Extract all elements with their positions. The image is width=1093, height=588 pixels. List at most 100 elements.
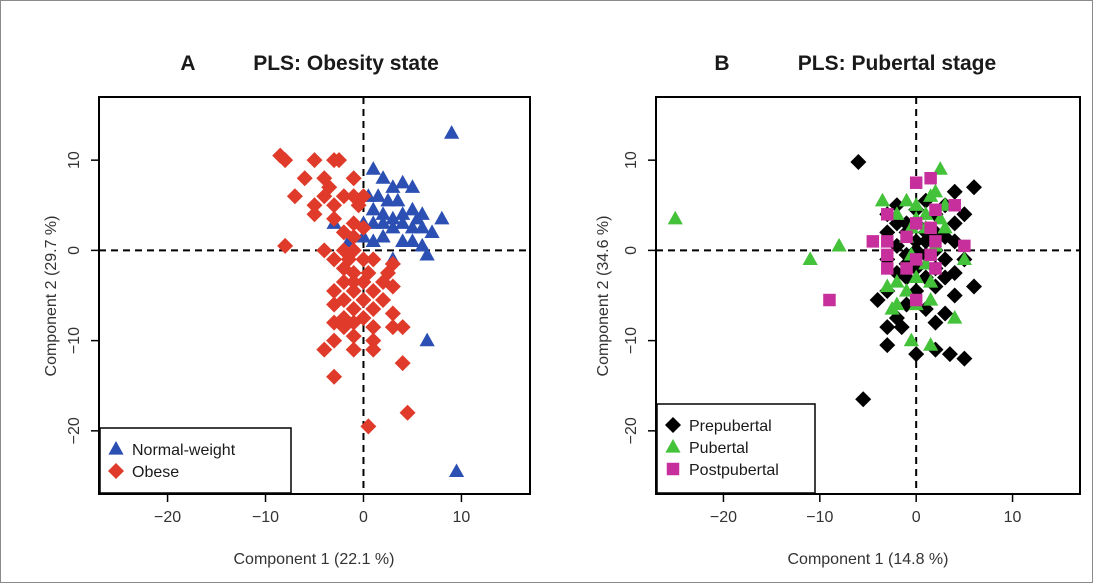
normal-weight-point — [448, 463, 465, 478]
normal-weight-point — [424, 224, 440, 238]
panel-a-points — [272, 125, 465, 478]
postpubertal-point — [929, 203, 942, 217]
y-tick-label: −10 — [66, 327, 83, 354]
obese-point — [306, 197, 323, 214]
pubertal-point — [884, 301, 900, 315]
panel-b-x-axis: −20 −10 0 10 — [710, 494, 1022, 526]
obese-point — [365, 282, 382, 299]
obese-point — [365, 301, 382, 318]
legend-label-pubertal: Pubertal — [689, 440, 749, 457]
postpubertal-point — [929, 235, 942, 248]
x-tick-label: 0 — [912, 509, 921, 526]
obese-point — [335, 273, 352, 290]
obese-point — [345, 228, 362, 245]
pubertal-point — [802, 251, 818, 266]
normal-weight-point — [375, 206, 391, 220]
obese-point — [345, 341, 362, 358]
legend-label-prepubertal: Prepubertal — [689, 418, 772, 435]
prepubertal-point — [946, 183, 963, 200]
panel-a-title: PLS: Obesity state — [253, 52, 439, 75]
postpubertal-point — [900, 262, 913, 275]
x-tick-label: −10 — [252, 509, 279, 526]
obese-point — [360, 418, 377, 435]
x-tick-label: 10 — [1004, 509, 1022, 526]
normal-weight-point — [409, 210, 425, 225]
obese-point — [326, 368, 343, 385]
obese-point — [335, 319, 352, 336]
obese-point — [326, 296, 343, 313]
postpubertal-point — [909, 176, 923, 189]
postpubertal-point — [924, 171, 937, 185]
obese-point — [326, 197, 343, 214]
prepubertal-point — [946, 215, 963, 232]
postpubertal-point — [881, 235, 894, 248]
legend-label-obese: Obese — [132, 464, 179, 481]
prepubertal-point — [937, 305, 954, 322]
legend-label-postpubertal: Postpubertal — [689, 462, 779, 479]
pubertal-point — [937, 219, 953, 234]
obese-point — [345, 301, 362, 318]
normal-weight-point — [395, 233, 411, 247]
x-tick-label: 0 — [359, 509, 368, 526]
obese-point — [306, 206, 323, 223]
pubertal-point — [923, 292, 939, 306]
panel-a-y-axis: −20 −10 0 10 — [66, 151, 99, 444]
obese-point — [394, 355, 411, 372]
x-tick-label: 10 — [453, 509, 471, 526]
normal-weight-point — [444, 125, 460, 139]
normal-weight-point — [365, 215, 381, 229]
obese-point — [335, 188, 352, 205]
pubertal-point — [927, 183, 944, 198]
pubertal-point — [831, 237, 847, 252]
normal-weight-point — [434, 210, 450, 225]
pubertal-point — [898, 192, 915, 207]
normal-weight-point — [375, 228, 391, 243]
panel-a-legend: Normal-weight Obese — [99, 427, 292, 494]
postpubertal-point — [866, 235, 880, 248]
panel-b-plot-frame — [655, 96, 1081, 495]
obese-point — [394, 319, 411, 336]
postpubertal-point — [909, 217, 923, 230]
pubertal-point — [932, 210, 948, 225]
obese-point — [365, 251, 382, 268]
prepubertal-point — [966, 179, 982, 196]
normal-weight-point — [380, 192, 396, 207]
pubertal-point — [874, 192, 891, 207]
obese-point — [384, 305, 401, 322]
pubertal-point — [667, 210, 683, 225]
postpubertal-point — [881, 208, 894, 221]
legend-marker-pubertal — [665, 439, 681, 453]
x-tick-label: −10 — [806, 509, 833, 526]
prepubertal-point — [927, 314, 944, 331]
y-tick-label: 10 — [623, 151, 640, 169]
normal-weight-point — [365, 233, 381, 247]
obese-point — [316, 242, 333, 259]
obese-point — [316, 341, 333, 358]
obese-point — [345, 273, 362, 290]
prepubertal-point — [850, 153, 867, 170]
pubertal-point — [889, 273, 905, 288]
obese-point — [277, 237, 294, 254]
obese-point — [345, 170, 362, 187]
normal-weight-point — [404, 179, 421, 193]
panel-b-y-axis: −20 −10 0 10 — [623, 151, 656, 444]
prepubertal-point — [879, 319, 896, 336]
panel-b-legend: Prepubertal Pubertal Postpubertal — [656, 403, 816, 494]
y-tick-label: 0 — [66, 246, 83, 255]
obese-point — [365, 319, 382, 336]
normal-weight-point — [365, 201, 381, 216]
normal-weight-point — [390, 192, 406, 207]
y-tick-label: −20 — [623, 417, 640, 444]
panel-b-letter: B — [714, 52, 729, 75]
pubertal-point — [903, 332, 919, 347]
normal-weight-point — [395, 206, 411, 220]
panel-b-points — [667, 153, 982, 408]
x-tick-label: −20 — [710, 509, 737, 526]
y-tick-label: 0 — [623, 246, 640, 255]
normal-weight-point — [375, 170, 391, 184]
pubertal-point — [956, 251, 972, 266]
pubertal-point — [923, 337, 939, 351]
panel-b-x-axis-label: Component 1 (14.8 %) — [788, 551, 949, 568]
